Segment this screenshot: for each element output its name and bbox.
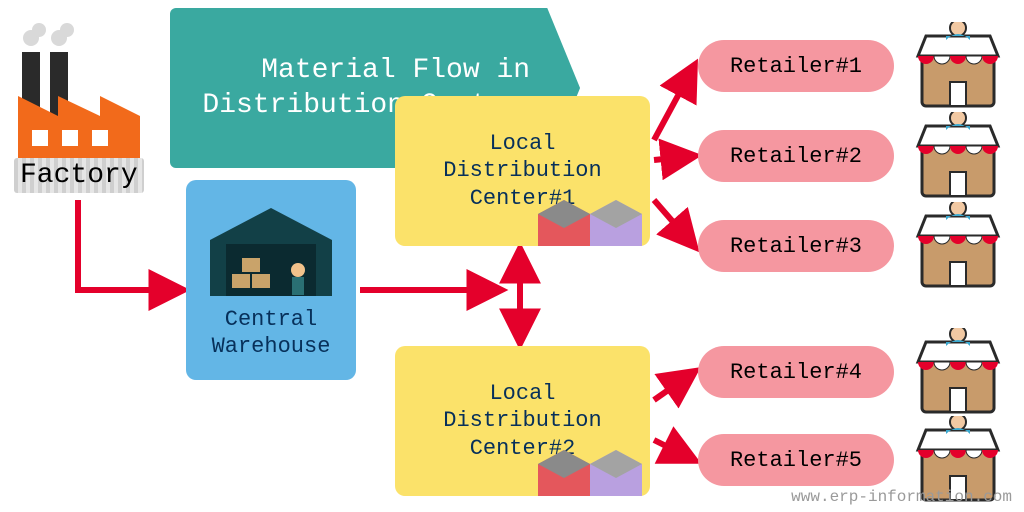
retailer-label: Retailer#5 xyxy=(730,448,862,473)
retailer-shop-icon xyxy=(910,328,1006,416)
ldc1-node: Local Distribution Center#1 xyxy=(395,96,650,246)
ldc1-to-r3 xyxy=(654,200,694,246)
retailer-shop-icon xyxy=(910,22,1006,110)
warehouse-label: Central Warehouse xyxy=(212,306,331,361)
retailer-pill-3: Retailer#3 xyxy=(698,220,894,272)
retailer-shop-icon xyxy=(910,202,1006,290)
retailer-pill-1: Retailer#1 xyxy=(698,40,894,92)
retailer-label: Retailer#4 xyxy=(730,360,862,385)
retailer-pill-5: Retailer#5 xyxy=(698,434,894,486)
ldc2-to-r4 xyxy=(654,372,694,400)
factory-label: Factory xyxy=(14,158,144,193)
ldc2-node: Local Distribution Center#2 xyxy=(395,346,650,496)
watermark: www.erp-information.com xyxy=(791,488,1012,506)
retailer-pill-4: Retailer#4 xyxy=(698,346,894,398)
factory-to-warehouse xyxy=(78,200,182,290)
ldc1-building-icon xyxy=(534,190,644,250)
warehouse-icon xyxy=(206,200,336,300)
retailer-pill-2: Retailer#2 xyxy=(698,130,894,182)
retailer-label: Retailer#2 xyxy=(730,144,862,169)
factory-icon xyxy=(14,18,144,158)
ldc2-building-icon xyxy=(534,440,644,500)
ldc1-to-r2 xyxy=(654,156,694,160)
retailer-label: Retailer#3 xyxy=(730,234,862,259)
central-warehouse-node: Central Warehouse xyxy=(186,180,356,380)
retailer-label: Retailer#1 xyxy=(730,54,862,79)
ldc1-to-r1 xyxy=(654,66,694,140)
ldc2-to-r5 xyxy=(654,440,694,460)
retailer-shop-icon xyxy=(910,112,1006,200)
